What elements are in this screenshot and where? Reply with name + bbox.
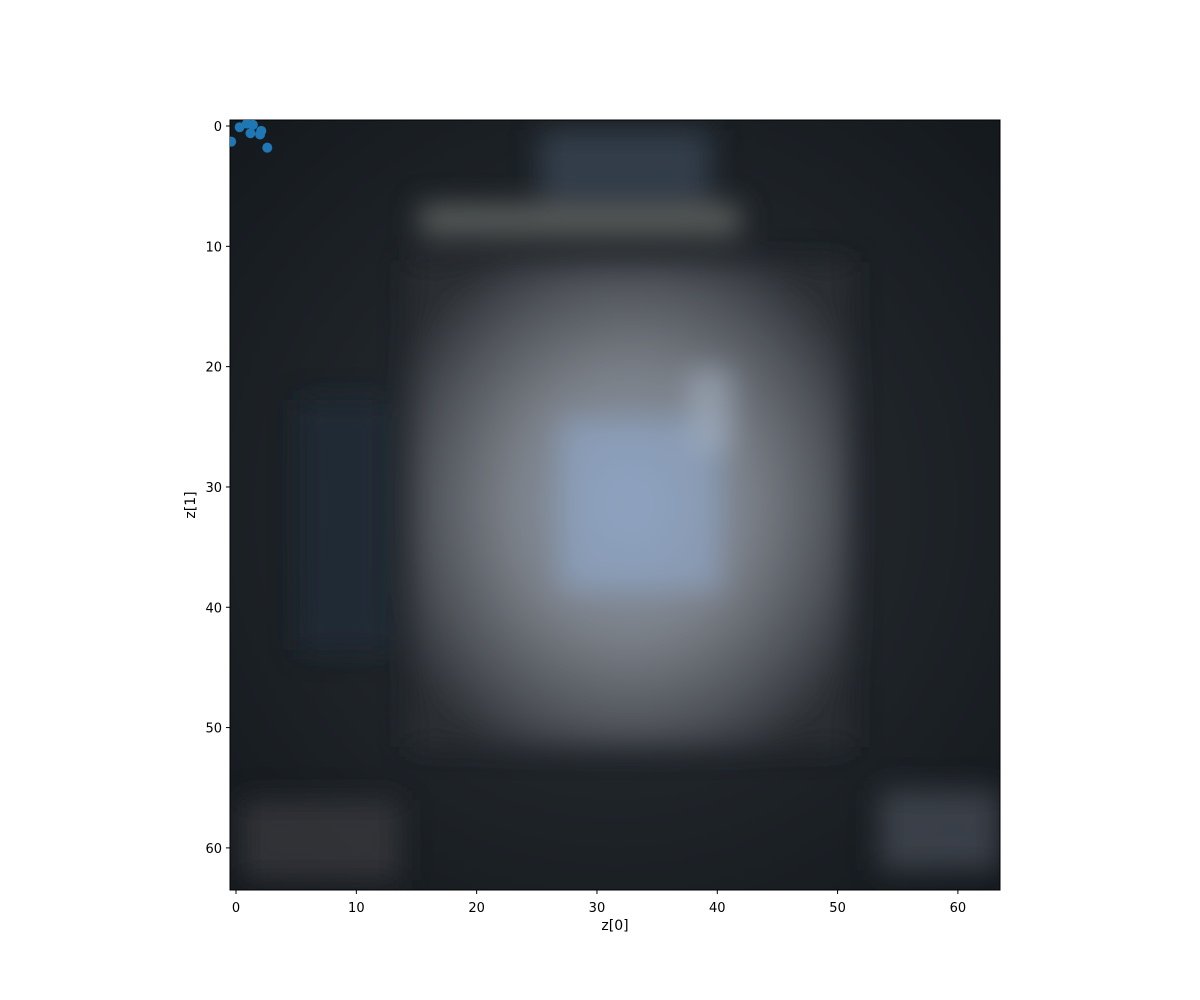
scatter-point	[262, 142, 273, 153]
scatter-point	[230, 136, 237, 147]
x-tick-label: 40	[709, 901, 726, 916]
y-ticks: 0 10 20 30 40 50 60	[205, 120, 230, 857]
x-tick-label: 20	[468, 901, 485, 916]
scatter-point	[245, 128, 256, 139]
scatter-point	[247, 120, 258, 130]
x-tick-label: 10	[348, 901, 365, 916]
x-tick-label: 0	[232, 901, 240, 916]
y-tick-label: 0	[214, 120, 222, 135]
y-tick-label: 50	[205, 722, 222, 737]
axes-frame	[229, 119, 1001, 891]
x-tick-label: 60	[950, 901, 967, 916]
y-tick-label: 40	[205, 601, 222, 616]
x-tick-label: 30	[589, 901, 606, 916]
x-tick-label: 50	[829, 901, 846, 916]
scatter-points	[230, 120, 273, 153]
y-tick-label: 10	[205, 240, 222, 255]
x-ticks: 0 10 20 30 40 50 60	[232, 890, 966, 916]
y-tick-label: 30	[205, 481, 222, 496]
y-tick-label: 20	[205, 361, 222, 376]
y-axis-label: z[1]	[183, 491, 199, 518]
image-background	[230, 120, 1000, 890]
scatter-point	[256, 125, 267, 136]
y-tick-label: 60	[205, 842, 222, 857]
x-axis-label: z[0]	[601, 918, 628, 934]
